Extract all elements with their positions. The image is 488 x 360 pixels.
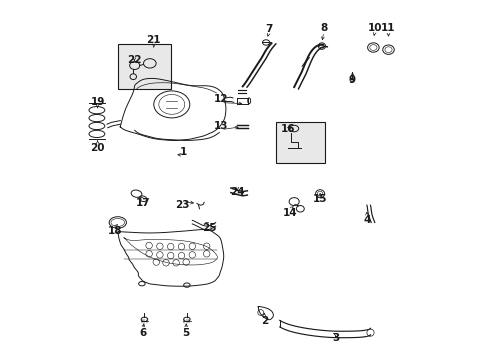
- Text: 24: 24: [229, 186, 244, 197]
- Text: 11: 11: [381, 23, 395, 33]
- Text: 4: 4: [363, 215, 370, 225]
- Text: 18: 18: [107, 226, 122, 236]
- Text: 1: 1: [179, 147, 186, 157]
- Text: 20: 20: [90, 143, 104, 153]
- Text: 14: 14: [283, 208, 297, 218]
- Text: 19: 19: [90, 96, 104, 107]
- Text: 8: 8: [320, 23, 326, 33]
- Text: 9: 9: [348, 75, 355, 85]
- Text: 22: 22: [127, 55, 142, 66]
- Text: 21: 21: [146, 35, 161, 45]
- Text: 23: 23: [175, 200, 189, 210]
- Text: 10: 10: [367, 23, 381, 33]
- Text: 3: 3: [332, 333, 339, 343]
- Text: 15: 15: [312, 194, 326, 204]
- Text: 7: 7: [265, 24, 272, 34]
- Bar: [276, 122, 324, 163]
- Text: 25: 25: [202, 222, 216, 233]
- Bar: [118, 44, 171, 89]
- Text: 2: 2: [260, 316, 267, 326]
- Text: 6: 6: [139, 328, 146, 338]
- Text: 12: 12: [213, 94, 228, 104]
- Text: 13: 13: [213, 121, 228, 131]
- Text: 17: 17: [135, 198, 150, 208]
- Text: 5: 5: [182, 328, 189, 338]
- Text: 16: 16: [280, 124, 294, 134]
